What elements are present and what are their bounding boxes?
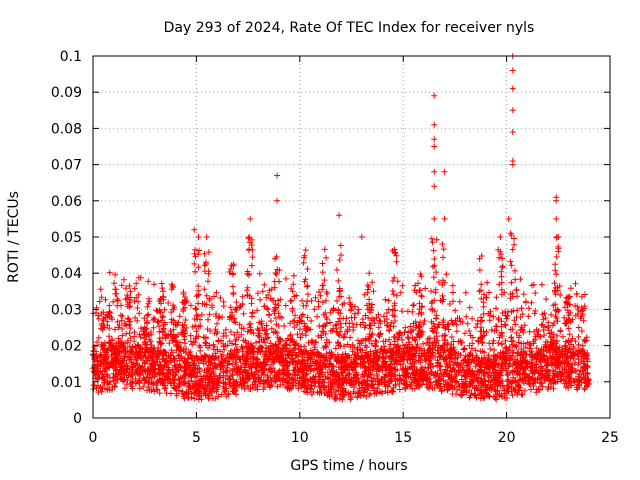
- x-tick-label: 20: [498, 430, 516, 446]
- y-tick-label: 0.1: [60, 49, 82, 65]
- y-tick-label: 0.02: [51, 339, 82, 355]
- y-tick-label: 0.01: [51, 375, 82, 391]
- y-tick-label: 0.04: [51, 266, 82, 282]
- x-axis-label: GPS time / hours: [290, 458, 407, 474]
- y-tick-label: 0.03: [51, 302, 82, 318]
- y-tick-label: 0.07: [51, 158, 82, 174]
- data-points: [90, 53, 592, 403]
- y-tick-label: 0.09: [51, 85, 82, 101]
- x-tick-label: 25: [601, 430, 619, 446]
- x-tick-labels: 0 5 10 15 20 25: [89, 430, 619, 446]
- y-tick-label: 0: [73, 411, 82, 427]
- y-axis-label: ROTI / TECUs: [6, 191, 22, 283]
- x-tick-label: 0: [89, 430, 98, 446]
- x-tick-label: 10: [291, 430, 309, 446]
- x-tick-label: 15: [394, 430, 412, 446]
- x-tick-label: 5: [192, 430, 201, 446]
- y-tick-label: 0.06: [51, 194, 82, 210]
- axis-ticks: [92, 55, 611, 419]
- y-tick-label: 0.08: [51, 121, 82, 137]
- chart-title: Day 293 of 2024, Rate Of TEC Index for r…: [164, 20, 535, 36]
- y-tick-labels: 0 0.01 0.02 0.03 0.04 0.05 0.06 0.07 0.08 0.09 0.1: [51, 49, 82, 427]
- roti-series: [90, 53, 592, 403]
- y-tick-label: 0.05: [51, 230, 82, 246]
